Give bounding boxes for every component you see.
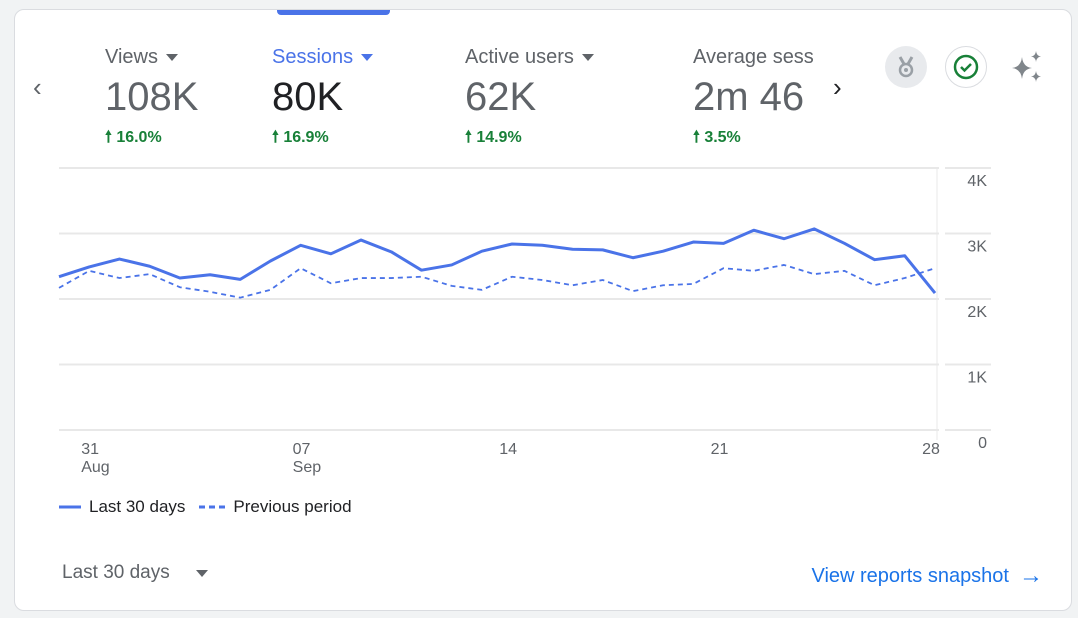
metric-tabs: Views 108K 🠕 16.0% Sessions 80K 🠕 16.9% …: [15, 10, 815, 170]
metric-value: 2m 46: [693, 75, 805, 119]
solid-line-icon: [59, 505, 81, 509]
legend-current: Last 30 days: [89, 497, 186, 516]
metric-value: 108K: [105, 75, 199, 119]
link-label: View reports snapshot: [811, 564, 1009, 587]
prev-metrics-button[interactable]: ‹: [33, 72, 42, 102]
caret-down-icon[interactable]: [361, 54, 374, 62]
previous-period-line: [58, 264, 936, 299]
metric-value: 80K: [272, 75, 344, 119]
dashed-line-icon: [199, 505, 226, 509]
date-range-label: Last 30 days: [62, 562, 170, 583]
metric-label: Average session duration: [693, 46, 815, 68]
y-tick-label: 1K: [967, 370, 987, 387]
arrow-up-icon: 🠕: [693, 129, 705, 146]
caret-down-icon: [195, 569, 208, 577]
arrow-up-icon: 🠕: [105, 129, 117, 146]
metric-value: 62K: [465, 75, 537, 119]
x-tick-label: 07: [293, 441, 311, 458]
x-tick-label: 14: [499, 441, 517, 458]
y-tick-label: 0: [978, 435, 987, 452]
metric-tab-views[interactable]: Views 108K 🠕 16.0%: [105, 46, 198, 153]
metric-label: Active users: [465, 46, 574, 68]
selected-tab-indicator: [277, 10, 390, 15]
x-tick-label: 28: [922, 441, 940, 458]
x-tick-label: 21: [711, 441, 729, 458]
metric-change: 🠕 14.9%: [465, 126, 594, 153]
metric-tab-sessions[interactable]: Sessions 80K 🠕 16.9%: [272, 46, 374, 153]
check-circle-icon[interactable]: [945, 46, 987, 88]
metric-label: Views: [105, 46, 158, 68]
metric-label: Sessions: [272, 46, 354, 68]
change-value: 16.0%: [116, 129, 162, 146]
view-reports-snapshot-link[interactable]: View reports snapshot →: [811, 562, 1043, 590]
arrow-up-icon: 🠕: [465, 129, 477, 146]
metric-change: 🠕 16.9%: [272, 126, 373, 153]
next-metrics-button[interactable]: ›: [833, 72, 842, 102]
change-value: 16.9%: [283, 129, 329, 146]
x-tick-label: 31: [81, 441, 99, 458]
arrow-up-icon: 🠕: [272, 129, 284, 146]
caret-down-icon[interactable]: [166, 54, 178, 62]
change-value: 14.9%: [476, 129, 522, 146]
metric-tab-avg-session-duration[interactable]: Average session duration 2m 46 🠕 3.5%: [693, 46, 815, 153]
medal-icon[interactable]: [885, 46, 927, 88]
y-tick-label: 2K: [967, 304, 987, 321]
caret-down-icon[interactable]: [581, 54, 594, 62]
x-tick-month: Aug: [81, 459, 109, 476]
summary-card: ‹ Views 108K 🠕 16.0% Sessions 80K 🠕 16.9…: [14, 9, 1072, 611]
y-tick-label: 4K: [967, 173, 987, 190]
change-value: 3.5%: [704, 129, 741, 146]
x-tick-month: Sep: [293, 459, 322, 476]
chart-legend: Last 30 days Previous period: [59, 497, 352, 517]
metric-tab-active-users[interactable]: Active users 62K 🠕 14.9%: [465, 46, 594, 153]
y-tick-label: 3K: [967, 239, 987, 256]
metric-change: 🠕 3.5%: [693, 126, 815, 153]
metric-change: 🠕 16.0%: [105, 126, 198, 153]
last-30-days-line: [58, 227, 937, 295]
sparkle-icon[interactable]: [1007, 46, 1049, 88]
arrow-right-icon: →: [1019, 562, 1043, 589]
legend-previous: Previous period: [233, 497, 352, 516]
date-range-dropdown[interactable]: Last 30 days: [62, 562, 208, 584]
